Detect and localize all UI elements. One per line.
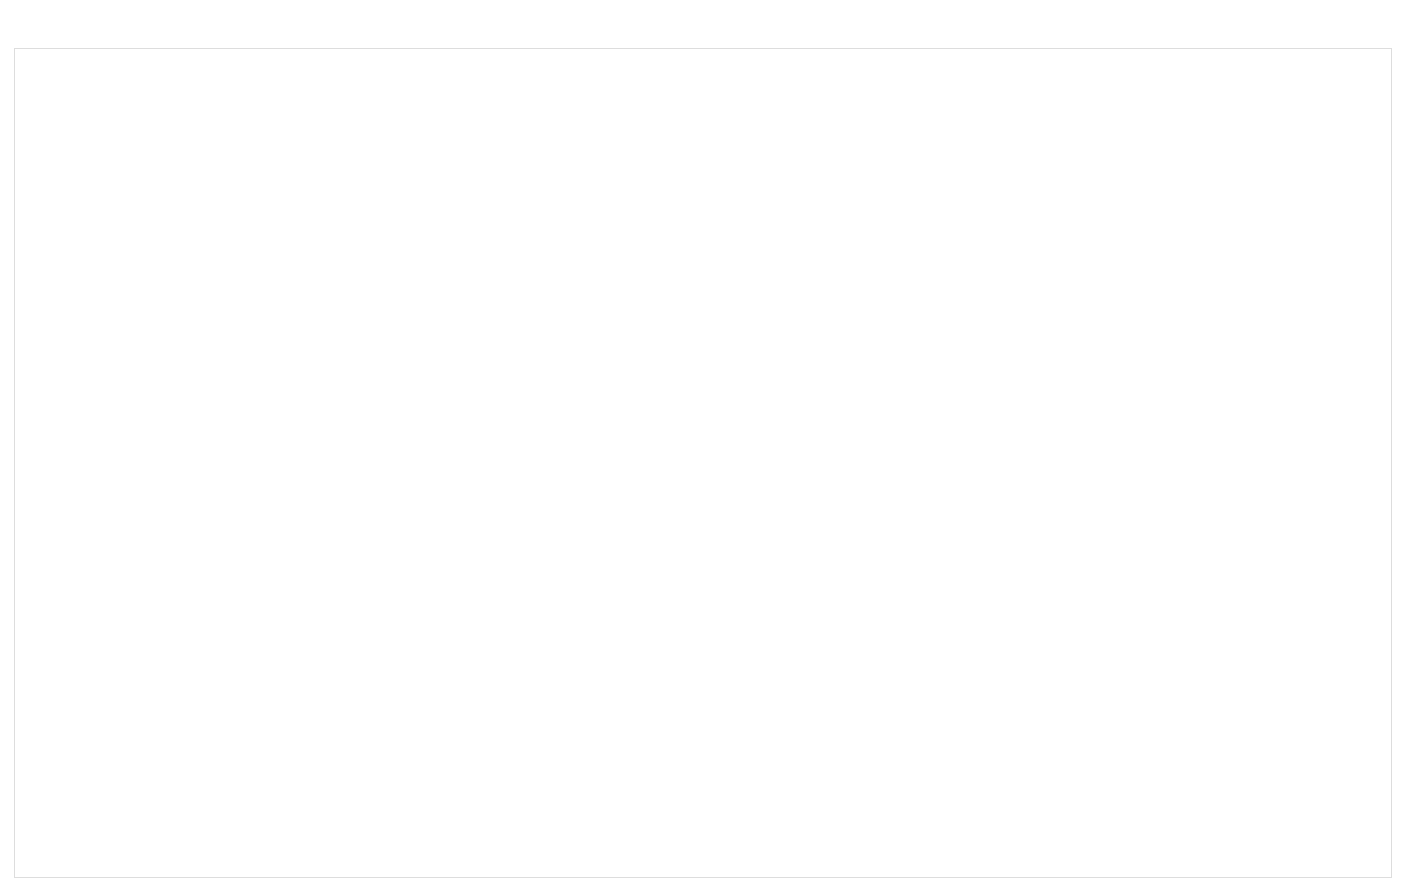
plot-container	[14, 48, 1392, 878]
correlation-chart	[15, 49, 1391, 877]
